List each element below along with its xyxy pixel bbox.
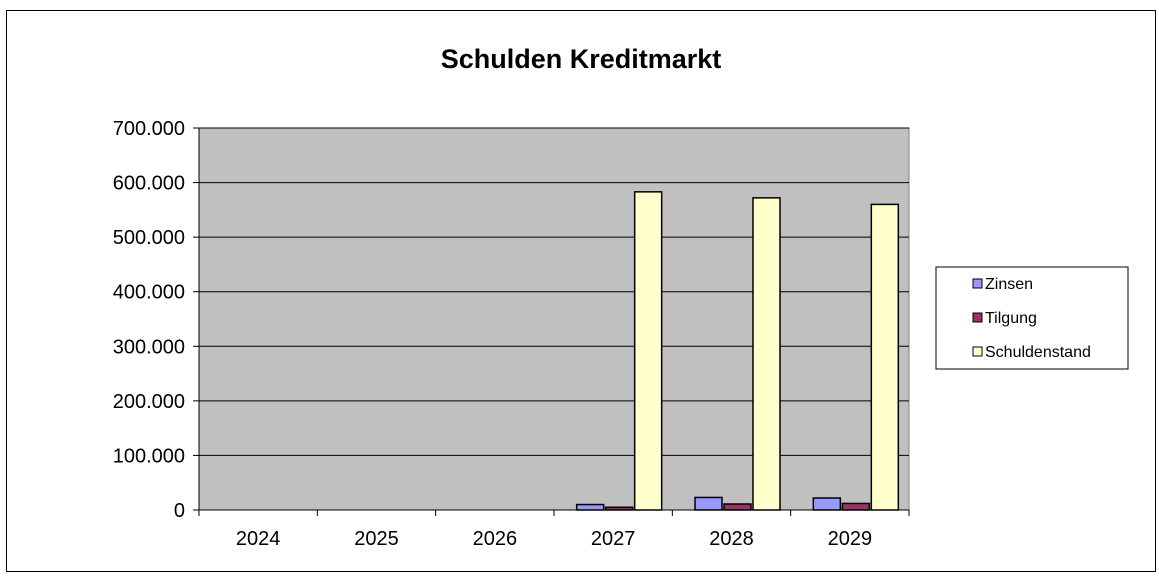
y-axis-tick-labels: 0 100.000 200.000 300.000 400.000 500.000 600.…	[113, 118, 185, 522]
y-tick-label: 700.000	[113, 118, 185, 140]
legend-swatch	[972, 346, 983, 357]
y-tick-label: 300.000	[113, 336, 185, 358]
bar	[575, 503, 605, 511]
bar	[870, 203, 900, 511]
legend-label: Zinsen	[985, 276, 1033, 293]
gridlines	[199, 127, 909, 456]
x-tick-label: 2025	[354, 528, 399, 550]
y-tick-label: 100.000	[113, 445, 185, 467]
chart-title: Schulden Kreditmarkt	[441, 44, 722, 74]
legend-label: Tilgung	[985, 310, 1037, 327]
bar	[633, 191, 663, 511]
y-tick-label: 0	[174, 500, 185, 522]
legend-label: Schuldenstand	[985, 344, 1091, 361]
plot-area	[198, 127, 910, 511]
bar	[841, 502, 871, 511]
x-tick-label: 2028	[709, 528, 754, 550]
bar	[723, 503, 752, 511]
y-tick-label: 200.000	[113, 391, 185, 413]
x-tick-label: 2026	[473, 528, 518, 550]
legend: Zinsen Tilgung Schuldenstand	[935, 266, 1129, 370]
legend-swatch	[972, 312, 983, 323]
axes	[193, 127, 910, 516]
x-tick-label: 2029	[828, 528, 873, 550]
y-tick-label: 600.000	[113, 173, 185, 195]
bar	[694, 496, 723, 511]
x-tick-label: 2024	[236, 528, 281, 550]
x-tick-label: 2027	[591, 528, 636, 550]
bar	[812, 497, 842, 511]
x-axis-tick-labels: 2024 2025 2026 2027 2028 2029	[236, 528, 872, 550]
y-tick-label: 500.000	[113, 227, 185, 249]
legend-swatch	[972, 278, 983, 289]
legend-box	[935, 266, 1129, 370]
bars	[575, 191, 900, 511]
y-tick-label: 400.000	[113, 282, 185, 304]
bar	[752, 197, 781, 511]
